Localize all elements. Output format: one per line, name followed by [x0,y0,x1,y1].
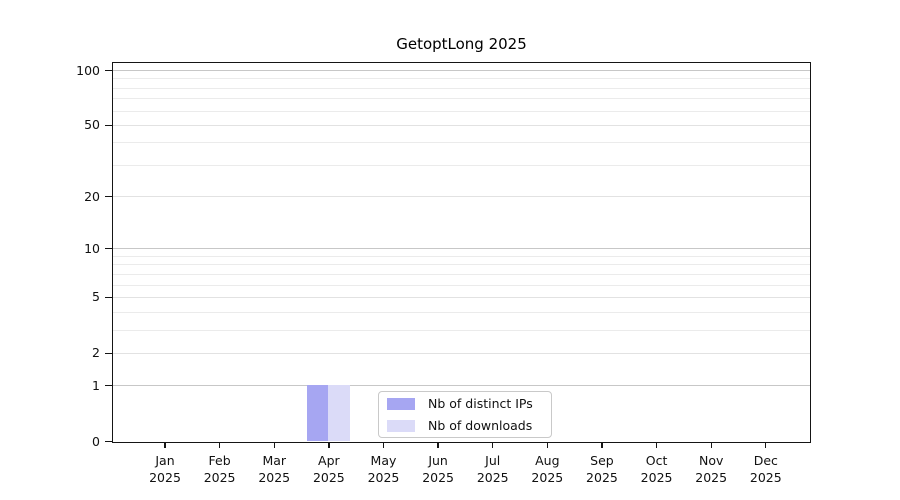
x-tick-month: Dec [753,453,778,468]
gridline-labeled [113,352,810,354]
y-tick-label: 100 [76,62,100,78]
x-tick-month: Apr [318,453,340,468]
y-tick-label: 50 [84,117,100,133]
x-tick-month: Feb [208,453,231,468]
x-tick-label: Dec 2025 [734,452,798,486]
gridline-major [113,385,810,387]
x-tick-label: Feb 2025 [188,452,252,486]
gridline-minor [113,142,810,144]
x-tick-label: Jan 2025 [133,452,197,486]
y-tick-mark [105,385,112,387]
x-tick-month: Aug [535,453,560,468]
y-tick-mark [105,69,112,72]
x-tick-month: Mar [262,453,287,468]
x-tick-year: 2025 [749,470,782,485]
x-tick-mark [492,441,494,448]
gridline-minor [113,110,810,112]
x-tick-year: 2025 [203,470,236,485]
legend-label: Nb of downloads [428,418,533,433]
bar-distinct-ips [307,385,329,441]
x-tick-mark [164,441,166,448]
x-tick-mark [437,441,439,448]
x-tick-month: Sep [590,453,614,468]
x-tick-label: Sep 2025 [570,452,634,486]
x-tick-label: Jun 2025 [406,452,470,486]
legend-swatch [387,419,415,432]
x-tick-month: Jan [155,453,175,468]
y-tick-label: 0 [92,433,100,449]
y-tick-label: 20 [84,188,100,204]
gridline-minor [113,78,810,80]
y-tick-label: 2 [92,345,100,361]
x-tick-year: 2025 [640,470,673,485]
gridline-minor [113,164,810,166]
gridline-minor [113,311,810,313]
x-tick-year: 2025 [312,470,345,485]
gridline-minor [113,87,810,89]
legend-entry-downloads: Nb of downloads [387,418,543,433]
x-tick-label: Jul 2025 [461,452,525,486]
x-tick-mark [601,441,603,448]
y-tick-label: 5 [92,289,100,305]
x-tick-month: Oct [645,453,668,468]
gridline-minor [113,273,810,275]
y-tick-mark [105,248,112,250]
x-tick-year: 2025 [476,470,509,485]
gridline-major [113,70,810,71]
x-tick-year: 2025 [367,470,400,485]
y-tick-label: 1 [92,377,100,393]
y-tick-mark [105,196,112,198]
x-tick-label: Mar 2025 [242,452,306,486]
x-tick-mark [328,441,330,448]
x-tick-year: 2025 [258,470,291,485]
x-tick-year: 2025 [531,470,564,485]
x-tick-mark [273,441,275,448]
gridline-minor [113,264,810,266]
x-tick-month: May [370,453,397,468]
gridline-minor [113,255,810,257]
gridline-minor [113,98,810,100]
x-tick-label: May 2025 [351,452,415,486]
y-tick-mark [105,296,112,299]
plot-area [112,62,811,443]
x-tick-mark [218,441,221,448]
chart-title: GetoptLong 2025 [396,35,527,53]
x-tick-mark [655,441,658,448]
x-tick-mark [382,441,385,448]
gridline-labeled [113,296,810,298]
x-tick-label: Apr 2025 [297,452,361,486]
x-tick-month: Nov [698,453,724,468]
y-tick-mark [105,440,112,443]
legend: Nb of distinct IPs Nb of downloads [378,391,552,438]
legend-swatch [387,397,415,410]
legend-label: Nb of distinct IPs [428,396,533,411]
x-tick-year: 2025 [422,470,454,485]
x-tick-month: Jul [485,453,501,468]
x-tick-year: 2025 [695,470,728,485]
x-tick-label: Oct 2025 [625,452,689,486]
gridline-major [113,248,810,250]
x-tick-year: 2025 [149,470,181,485]
gridline-labeled [113,196,810,198]
bar-downloads [328,385,350,441]
y-tick-label: 10 [84,240,100,256]
x-tick-label: Aug 2025 [515,452,579,486]
legend-entry-distinct-ips: Nb of distinct IPs [387,396,543,411]
x-tick-mark [546,441,548,448]
gridline-labeled [113,124,810,126]
gridline-minor [113,284,810,286]
x-tick-mark [765,441,767,448]
x-tick-mark [710,441,712,448]
x-tick-year: 2025 [586,470,618,485]
x-tick-label: Nov 2025 [679,452,743,486]
x-tick-month: Jun [428,453,448,468]
y-tick-mark [105,352,112,354]
y-tick-mark [105,124,112,127]
gridline-minor [113,329,810,331]
